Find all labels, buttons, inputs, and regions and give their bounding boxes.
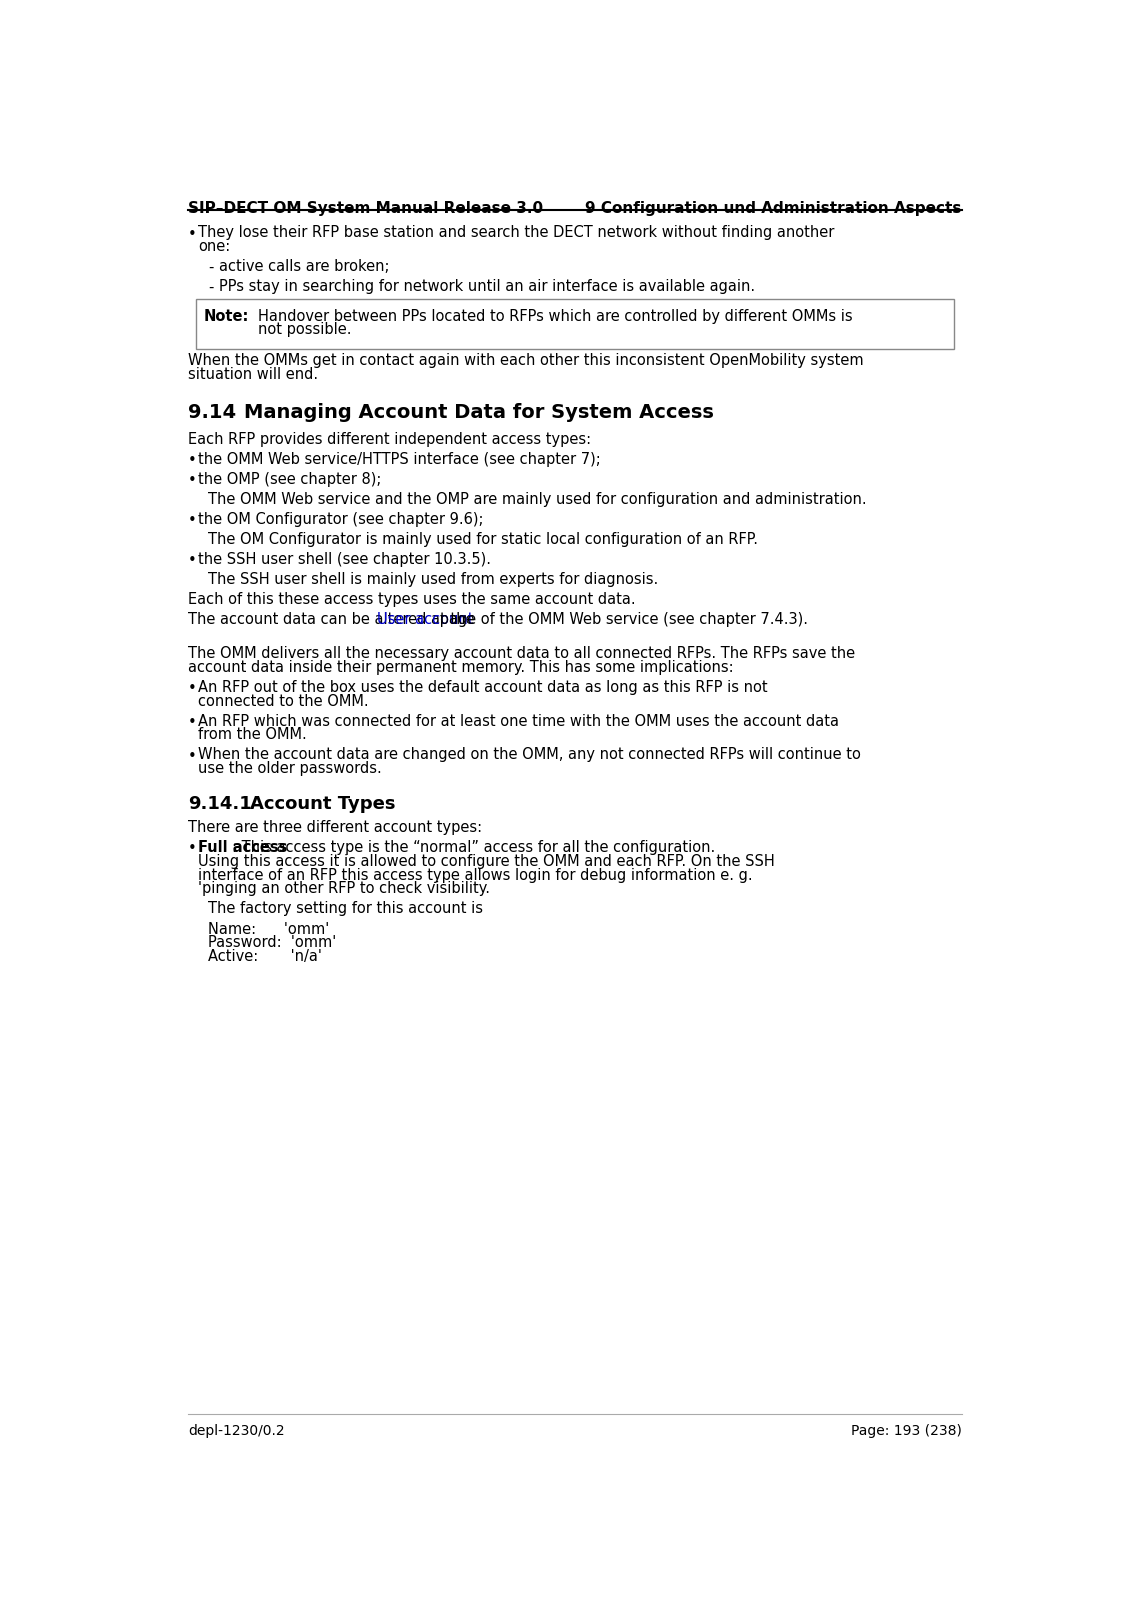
FancyBboxPatch shape xyxy=(196,299,954,349)
Text: use the older passwords.: use the older passwords. xyxy=(198,761,382,776)
Text: The SSH user shell is mainly used from experts for diagnosis.: The SSH user shell is mainly used from e… xyxy=(209,571,658,587)
Text: When the account data are changed on the OMM, any not connected RFPs will contin: When the account data are changed on the… xyxy=(198,748,861,763)
Text: •: • xyxy=(187,454,196,468)
Text: Handover between PPs located to RFPs which are controlled by different OMMs is: Handover between PPs located to RFPs whi… xyxy=(258,309,853,323)
Text: Using this access it is allowed to configure the OMM and each RFP. On the SSH: Using this access it is allowed to confi… xyxy=(198,854,775,869)
Text: •: • xyxy=(187,681,196,697)
Text: PPs stay in searching for network until an air interface is available again.: PPs stay in searching for network until … xyxy=(220,280,756,294)
Text: The OMM Web service and the OMP are mainly used for configuration and administra: The OMM Web service and the OMP are main… xyxy=(209,492,867,507)
Text: •: • xyxy=(187,513,196,528)
Text: 9.14.1: 9.14.1 xyxy=(188,795,252,813)
Text: depl-1230/0.2: depl-1230/0.2 xyxy=(188,1424,285,1437)
Text: Active:       'n/a': Active: 'n/a' xyxy=(209,949,322,964)
Text: : This access type is the “normal” access for all the configuration.: : This access type is the “normal” acces… xyxy=(232,840,715,854)
Text: the OMM Web service/HTTPS interface (see chapter 7);: the OMM Web service/HTTPS interface (see… xyxy=(198,452,601,467)
Text: An RFP out of the box uses the default account data as long as this RFP is not: An RFP out of the box uses the default a… xyxy=(198,679,768,695)
Text: An RFP which was connected for at least one time with the OMM uses the account d: An RFP which was connected for at least … xyxy=(198,714,840,729)
Text: Managing Account Data for System Access: Managing Account Data for System Access xyxy=(244,402,714,422)
Text: from the OMM.: from the OMM. xyxy=(198,727,307,742)
Text: the OM Configurator (see chapter 9.6);: the OM Configurator (see chapter 9.6); xyxy=(198,512,484,526)
Text: -: - xyxy=(209,259,214,274)
Text: •: • xyxy=(187,842,196,856)
Text: User account: User account xyxy=(377,611,473,628)
Text: connected to the OMM.: connected to the OMM. xyxy=(198,693,369,708)
Text: Full access: Full access xyxy=(198,840,288,854)
Text: •: • xyxy=(187,473,196,489)
Text: The factory setting for this account is: The factory setting for this account is xyxy=(209,901,483,917)
Text: There are three different account types:: There are three different account types: xyxy=(188,821,482,835)
Text: •: • xyxy=(187,714,196,730)
Text: The OMM delivers all the necessary account data to all connected RFPs. The RFPs : The OMM delivers all the necessary accou… xyxy=(188,645,855,661)
Text: •: • xyxy=(187,553,196,568)
Text: the OMP (see chapter 8);: the OMP (see chapter 8); xyxy=(198,471,381,488)
Text: interface of an RFP this access type allows login for debug information e. g.: interface of an RFP this access type all… xyxy=(198,867,753,883)
Text: •: • xyxy=(187,750,196,764)
Text: 9.14: 9.14 xyxy=(188,402,237,422)
Text: active calls are broken;: active calls are broken; xyxy=(220,259,390,274)
Text: They lose their RFP base station and search the DECT network without finding ano: They lose their RFP base station and sea… xyxy=(198,225,835,240)
Text: 9 Configuration und Administration Aspects: 9 Configuration und Administration Aspec… xyxy=(585,201,962,216)
Text: Each of this these access types uses the same account data.: Each of this these access types uses the… xyxy=(188,592,636,607)
Text: The OM Configurator is mainly used for static local configuration of an RFP.: The OM Configurator is mainly used for s… xyxy=(209,533,758,547)
Text: Account Types: Account Types xyxy=(250,795,396,813)
Text: account data inside their permanent memory. This has some implications:: account data inside their permanent memo… xyxy=(188,660,734,674)
Text: page of the OMM Web service (see chapter 7.4.3).: page of the OMM Web service (see chapter… xyxy=(435,611,808,628)
Text: 'pinging an other RFP to check visibility.: 'pinging an other RFP to check visibilit… xyxy=(198,882,490,896)
Text: -: - xyxy=(209,280,214,294)
Text: Note:: Note: xyxy=(204,309,249,323)
Text: the SSH user shell (see chapter 10.3.5).: the SSH user shell (see chapter 10.3.5). xyxy=(198,552,491,566)
Text: not possible.: not possible. xyxy=(258,322,351,338)
Text: situation will end.: situation will end. xyxy=(188,367,318,381)
Text: SIP–DECT OM System Manual Release 3.0: SIP–DECT OM System Manual Release 3.0 xyxy=(188,201,544,216)
Text: •: • xyxy=(187,227,196,241)
Text: Each RFP provides different independent access types:: Each RFP provides different independent … xyxy=(188,431,591,447)
Text: one:: one: xyxy=(198,240,231,254)
Text: Page: 193 (238): Page: 193 (238) xyxy=(851,1424,962,1437)
Text: Password:  'omm': Password: 'omm' xyxy=(209,935,336,951)
Text: The account data can be altered at the: The account data can be altered at the xyxy=(188,611,480,628)
Text: Name:      'omm': Name: 'omm' xyxy=(209,922,330,936)
Text: When the OMMs get in contact again with each other this inconsistent OpenMobilit: When the OMMs get in contact again with … xyxy=(188,354,864,368)
